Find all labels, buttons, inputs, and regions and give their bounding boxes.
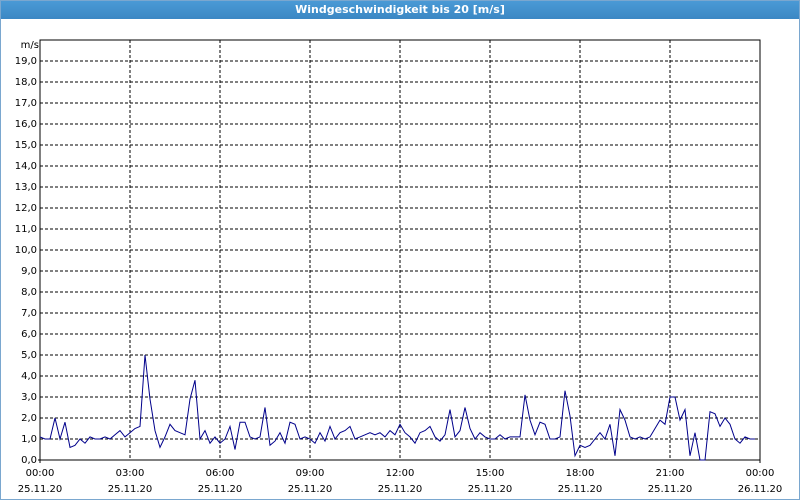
y-tick-label: 19,0	[15, 56, 37, 67]
y-tick-label: 5,0	[21, 350, 37, 361]
y-tick-label: 17,0	[15, 98, 37, 109]
y-tick-label: 1,0	[21, 434, 37, 445]
x-tick-label: 00:00	[746, 468, 775, 479]
y-tick-label: 12,0	[15, 203, 37, 214]
x-tick-date: 25.11.20	[378, 484, 423, 495]
y-tick-label: 11,0	[15, 224, 37, 235]
x-tick-date: 25.11.20	[108, 484, 153, 495]
x-tick-label: 06:00	[206, 468, 235, 479]
y-tick-label: 2,0	[21, 413, 37, 424]
x-tick-label: 03:00	[116, 468, 145, 479]
x-tick-label: 09:00	[296, 468, 325, 479]
x-tick-label: 15:00	[476, 468, 505, 479]
title-bar: Windgeschwindigkeit bis 20 [m/s]	[1, 1, 799, 19]
y-unit: m/s	[21, 40, 39, 51]
data-line	[39, 354, 755, 461]
x-tick-date: 25.11.20	[468, 484, 513, 495]
y-tick-label: 8,0	[21, 287, 37, 298]
y-tick-label: 18,0	[15, 77, 37, 88]
y-tick-label: 3,0	[21, 392, 37, 403]
x-tick-date: 25.11.20	[288, 484, 333, 495]
x-tick-date: 25.11.20	[648, 484, 693, 495]
x-tick-date: 25.11.20	[18, 484, 63, 495]
x-tick-label: 18:00	[566, 468, 595, 479]
y-tick-label: 16,0	[15, 119, 37, 130]
x-tick-date: 25.11.20	[558, 484, 603, 495]
x-tick-label: 21:00	[656, 468, 685, 479]
x-tick-date: 26.11.20	[738, 484, 783, 495]
y-tick-label: 4,0	[21, 371, 37, 382]
y-tick-label: 9,0	[21, 266, 37, 277]
y-tick-label: 13,0	[15, 182, 37, 193]
chart: m/s 0,0 1,0 2,0 3,0 4,0 5,0 6,0 7,0 8,0 9,0 10,0 11…	[15, 39, 783, 495]
x-tick-date: 25.11.20	[198, 484, 243, 495]
y-tick-label: 7,0	[21, 308, 37, 319]
y-tick-label: 14,0	[15, 161, 37, 172]
x-tick-label: 00:00	[26, 468, 55, 479]
y-tick-label: 6,0	[21, 329, 37, 340]
y-tick-label: 15,0	[15, 140, 37, 151]
y-tick-label: 0,0	[21, 455, 37, 466]
x-tick-label: 12:00	[386, 468, 415, 479]
y-tick-label: 10,0	[15, 245, 37, 256]
